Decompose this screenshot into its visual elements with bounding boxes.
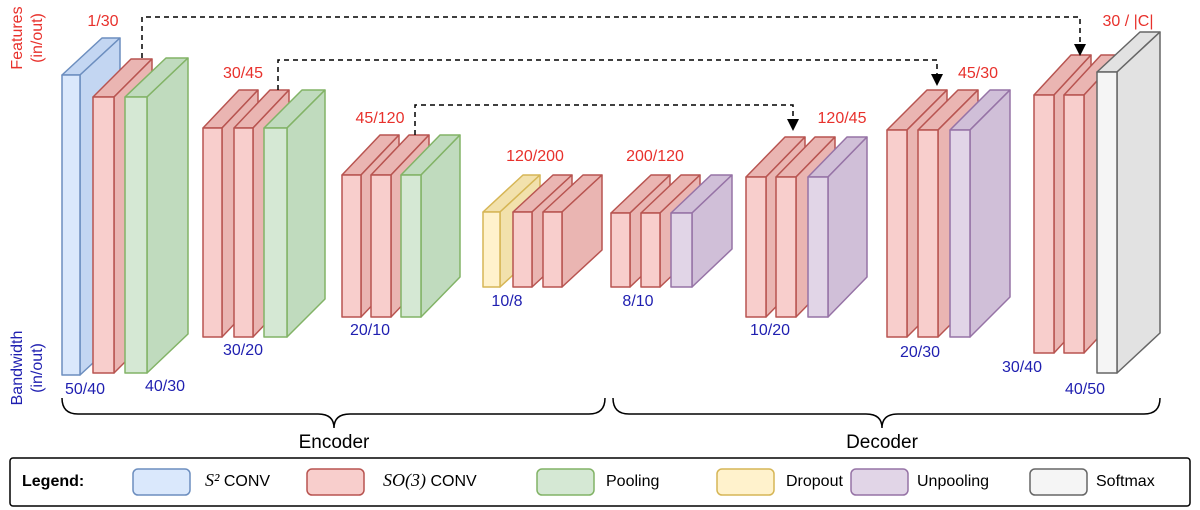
legend-label: Softmax <box>1096 473 1155 490</box>
layer-front <box>1063 94 1085 354</box>
layer-front <box>370 174 392 318</box>
legend-swatch <box>536 468 595 496</box>
legend-label: Dropout <box>786 473 843 490</box>
layer-front <box>482 211 501 288</box>
layer-front <box>341 174 362 318</box>
feature-label: 45/120 <box>356 110 405 127</box>
layer-front <box>745 176 767 318</box>
bandwidth-label: 40/50 <box>1065 381 1105 398</box>
axis-label: (in/out) <box>29 13 46 63</box>
legend-swatch <box>716 468 775 496</box>
layer-front <box>400 174 422 318</box>
brace <box>61 397 606 429</box>
feature-label: 30 / |C| <box>1103 13 1154 30</box>
layer-front <box>202 127 223 338</box>
skip-arrow <box>141 16 1081 58</box>
layer <box>542 174 603 288</box>
layer <box>263 89 326 338</box>
layer-front <box>61 74 81 376</box>
layer-side <box>286 89 326 338</box>
bandwidth-label: 30/40 <box>1002 359 1042 376</box>
bandwidth-label: 50/40 <box>65 381 105 398</box>
bandwidth-label: 8/10 <box>622 293 653 310</box>
legend-swatch <box>132 468 191 496</box>
legend-label: Pooling <box>606 473 659 490</box>
bandwidth-label: 20/10 <box>350 322 390 339</box>
layer-front <box>1096 71 1118 374</box>
bandwidth-label: 40/30 <box>145 378 185 395</box>
section-label: Decoder <box>846 432 918 453</box>
legend-swatch <box>1029 468 1088 496</box>
braces <box>61 397 1161 429</box>
layer-front <box>92 96 115 374</box>
skip-arrow <box>414 104 794 135</box>
layer-front <box>542 211 563 288</box>
layer-side <box>969 89 1011 338</box>
section-label: Encoder <box>299 432 370 453</box>
bandwidth-label: 10/8 <box>491 293 522 310</box>
layer-side <box>1116 31 1161 374</box>
layer <box>807 136 868 318</box>
feature-label: 120/45 <box>818 110 867 127</box>
layer-front <box>233 127 254 338</box>
layer <box>1096 31 1161 374</box>
arrow-head <box>931 74 943 86</box>
skip-arrow <box>277 59 938 90</box>
layer-front <box>263 127 288 338</box>
layer-front <box>512 211 533 288</box>
layer-front <box>949 129 971 338</box>
axis-label: (in/out) <box>29 343 46 393</box>
arrow-head <box>787 119 799 131</box>
feature-label: 120/200 <box>506 148 564 165</box>
feature-label: 30/45 <box>223 65 263 82</box>
layer-front <box>640 212 661 288</box>
legend-label: S² CONV <box>205 470 270 490</box>
layer-front <box>670 212 693 288</box>
layer-front <box>917 129 939 338</box>
arrow-head <box>1074 44 1086 56</box>
layer <box>124 57 189 374</box>
legend-label: SO(3) CONV <box>383 470 477 491</box>
axis-label: Bandwidth <box>9 331 26 406</box>
layer-front <box>807 176 829 318</box>
bandwidth-label: 30/20 <box>223 342 263 359</box>
layer-front <box>775 176 797 318</box>
legend-title: Legend: <box>22 473 84 490</box>
axis-label: Features <box>9 6 26 69</box>
layer-front <box>610 212 631 288</box>
layer-front <box>1033 94 1055 354</box>
legend-label: Unpooling <box>917 473 989 490</box>
layer <box>400 134 461 318</box>
legend-swatch <box>850 468 909 496</box>
bandwidth-label: 10/20 <box>750 322 790 339</box>
layer-front <box>886 129 908 338</box>
layer-front <box>124 96 148 374</box>
feature-label: 1/30 <box>87 13 118 30</box>
arrow-heads <box>787 44 1086 131</box>
skip-connections <box>141 16 1081 135</box>
legend-swatch <box>306 468 365 496</box>
legend-swatches <box>132 468 1088 496</box>
feature-label: 200/120 <box>626 148 684 165</box>
layer-side <box>146 57 189 374</box>
layer <box>670 174 733 288</box>
layers <box>61 31 1161 376</box>
bandwidth-label: 20/30 <box>900 344 940 361</box>
layer <box>949 89 1011 338</box>
feature-label: 45/30 <box>958 65 998 82</box>
brace <box>612 397 1161 429</box>
